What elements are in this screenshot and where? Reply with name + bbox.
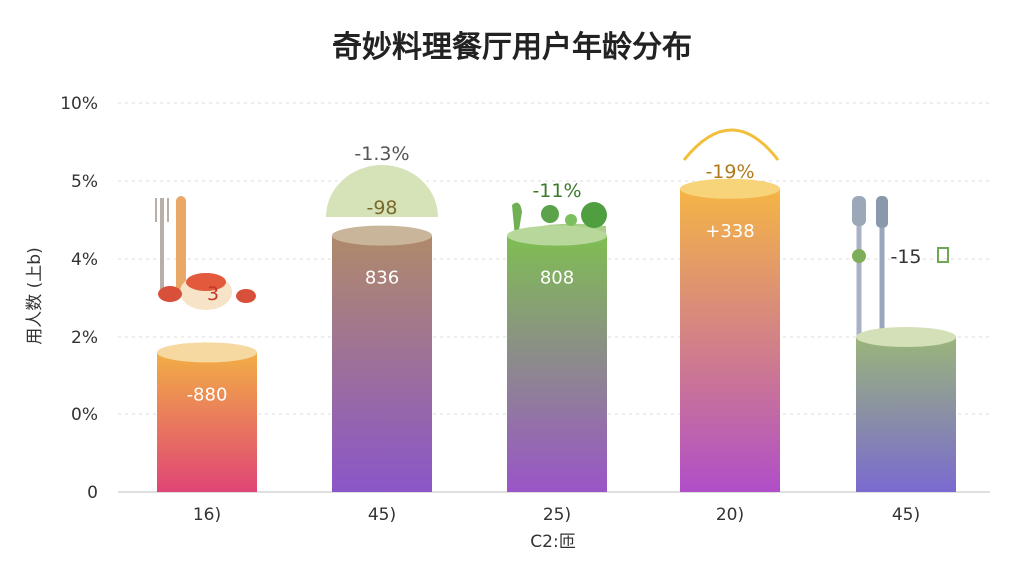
x-tick-label: 45) xyxy=(368,505,396,525)
x-axis-title: C2:匝 xyxy=(530,532,575,552)
bar-percent-label: -15 xyxy=(890,246,921,268)
y-tick-label: 4% xyxy=(71,250,98,270)
bar xyxy=(680,188,780,493)
x-tick-label: 45) xyxy=(892,505,920,525)
y-tick-label: 2% xyxy=(71,328,98,348)
bar-percent-label: -1.3% xyxy=(354,143,409,165)
chart-title: 奇妙料理餐厅用户年龄分布 xyxy=(332,30,692,65)
bar xyxy=(332,235,432,492)
cloche-icon xyxy=(326,165,438,217)
y-axis-title: 用人数 (上b) xyxy=(25,247,45,344)
food-icon xyxy=(158,273,256,310)
bars xyxy=(157,178,956,493)
bar-cap xyxy=(856,327,956,347)
bar-cap xyxy=(157,342,257,363)
bar-labels: -880 3 836 -1.3% -98 808 -11% +338 -19% -15 xyxy=(187,143,922,405)
bar-value-label: 808 xyxy=(540,268,574,289)
y-ticks: 0 0% 2% 4% 5% 10% xyxy=(60,94,98,503)
bar xyxy=(157,352,257,492)
y-tick-label: 0% xyxy=(71,405,98,425)
bar-value-label: +338 xyxy=(705,221,754,242)
spatula-icon xyxy=(176,196,186,296)
bar-cap xyxy=(507,225,607,246)
bar xyxy=(507,235,607,492)
x-ticks: 16) 45) 25) 20) 45) xyxy=(193,505,920,525)
bar-percent-label: -11% xyxy=(532,180,581,202)
bar-cap xyxy=(332,225,432,246)
x-tick-label: 20) xyxy=(716,505,744,525)
bar xyxy=(856,337,956,492)
bar-value-label: -880 xyxy=(187,384,228,405)
steam-icon xyxy=(682,128,780,161)
bar-value-label: 836 xyxy=(365,268,399,289)
decorations xyxy=(155,128,949,492)
x-tick-label: 25) xyxy=(543,505,571,525)
bar-cap-label: 3 xyxy=(207,283,219,305)
fork-icon xyxy=(155,198,169,290)
y-tick-label: 0 xyxy=(87,483,98,503)
y-tick-label: 5% xyxy=(71,172,98,192)
x-tick-label: 16) xyxy=(193,505,221,525)
y-tick-label: 10% xyxy=(60,94,98,114)
bar-cap-label: -98 xyxy=(366,197,397,219)
bar-percent-label: -19% xyxy=(705,161,754,183)
bar-cap xyxy=(680,178,780,199)
